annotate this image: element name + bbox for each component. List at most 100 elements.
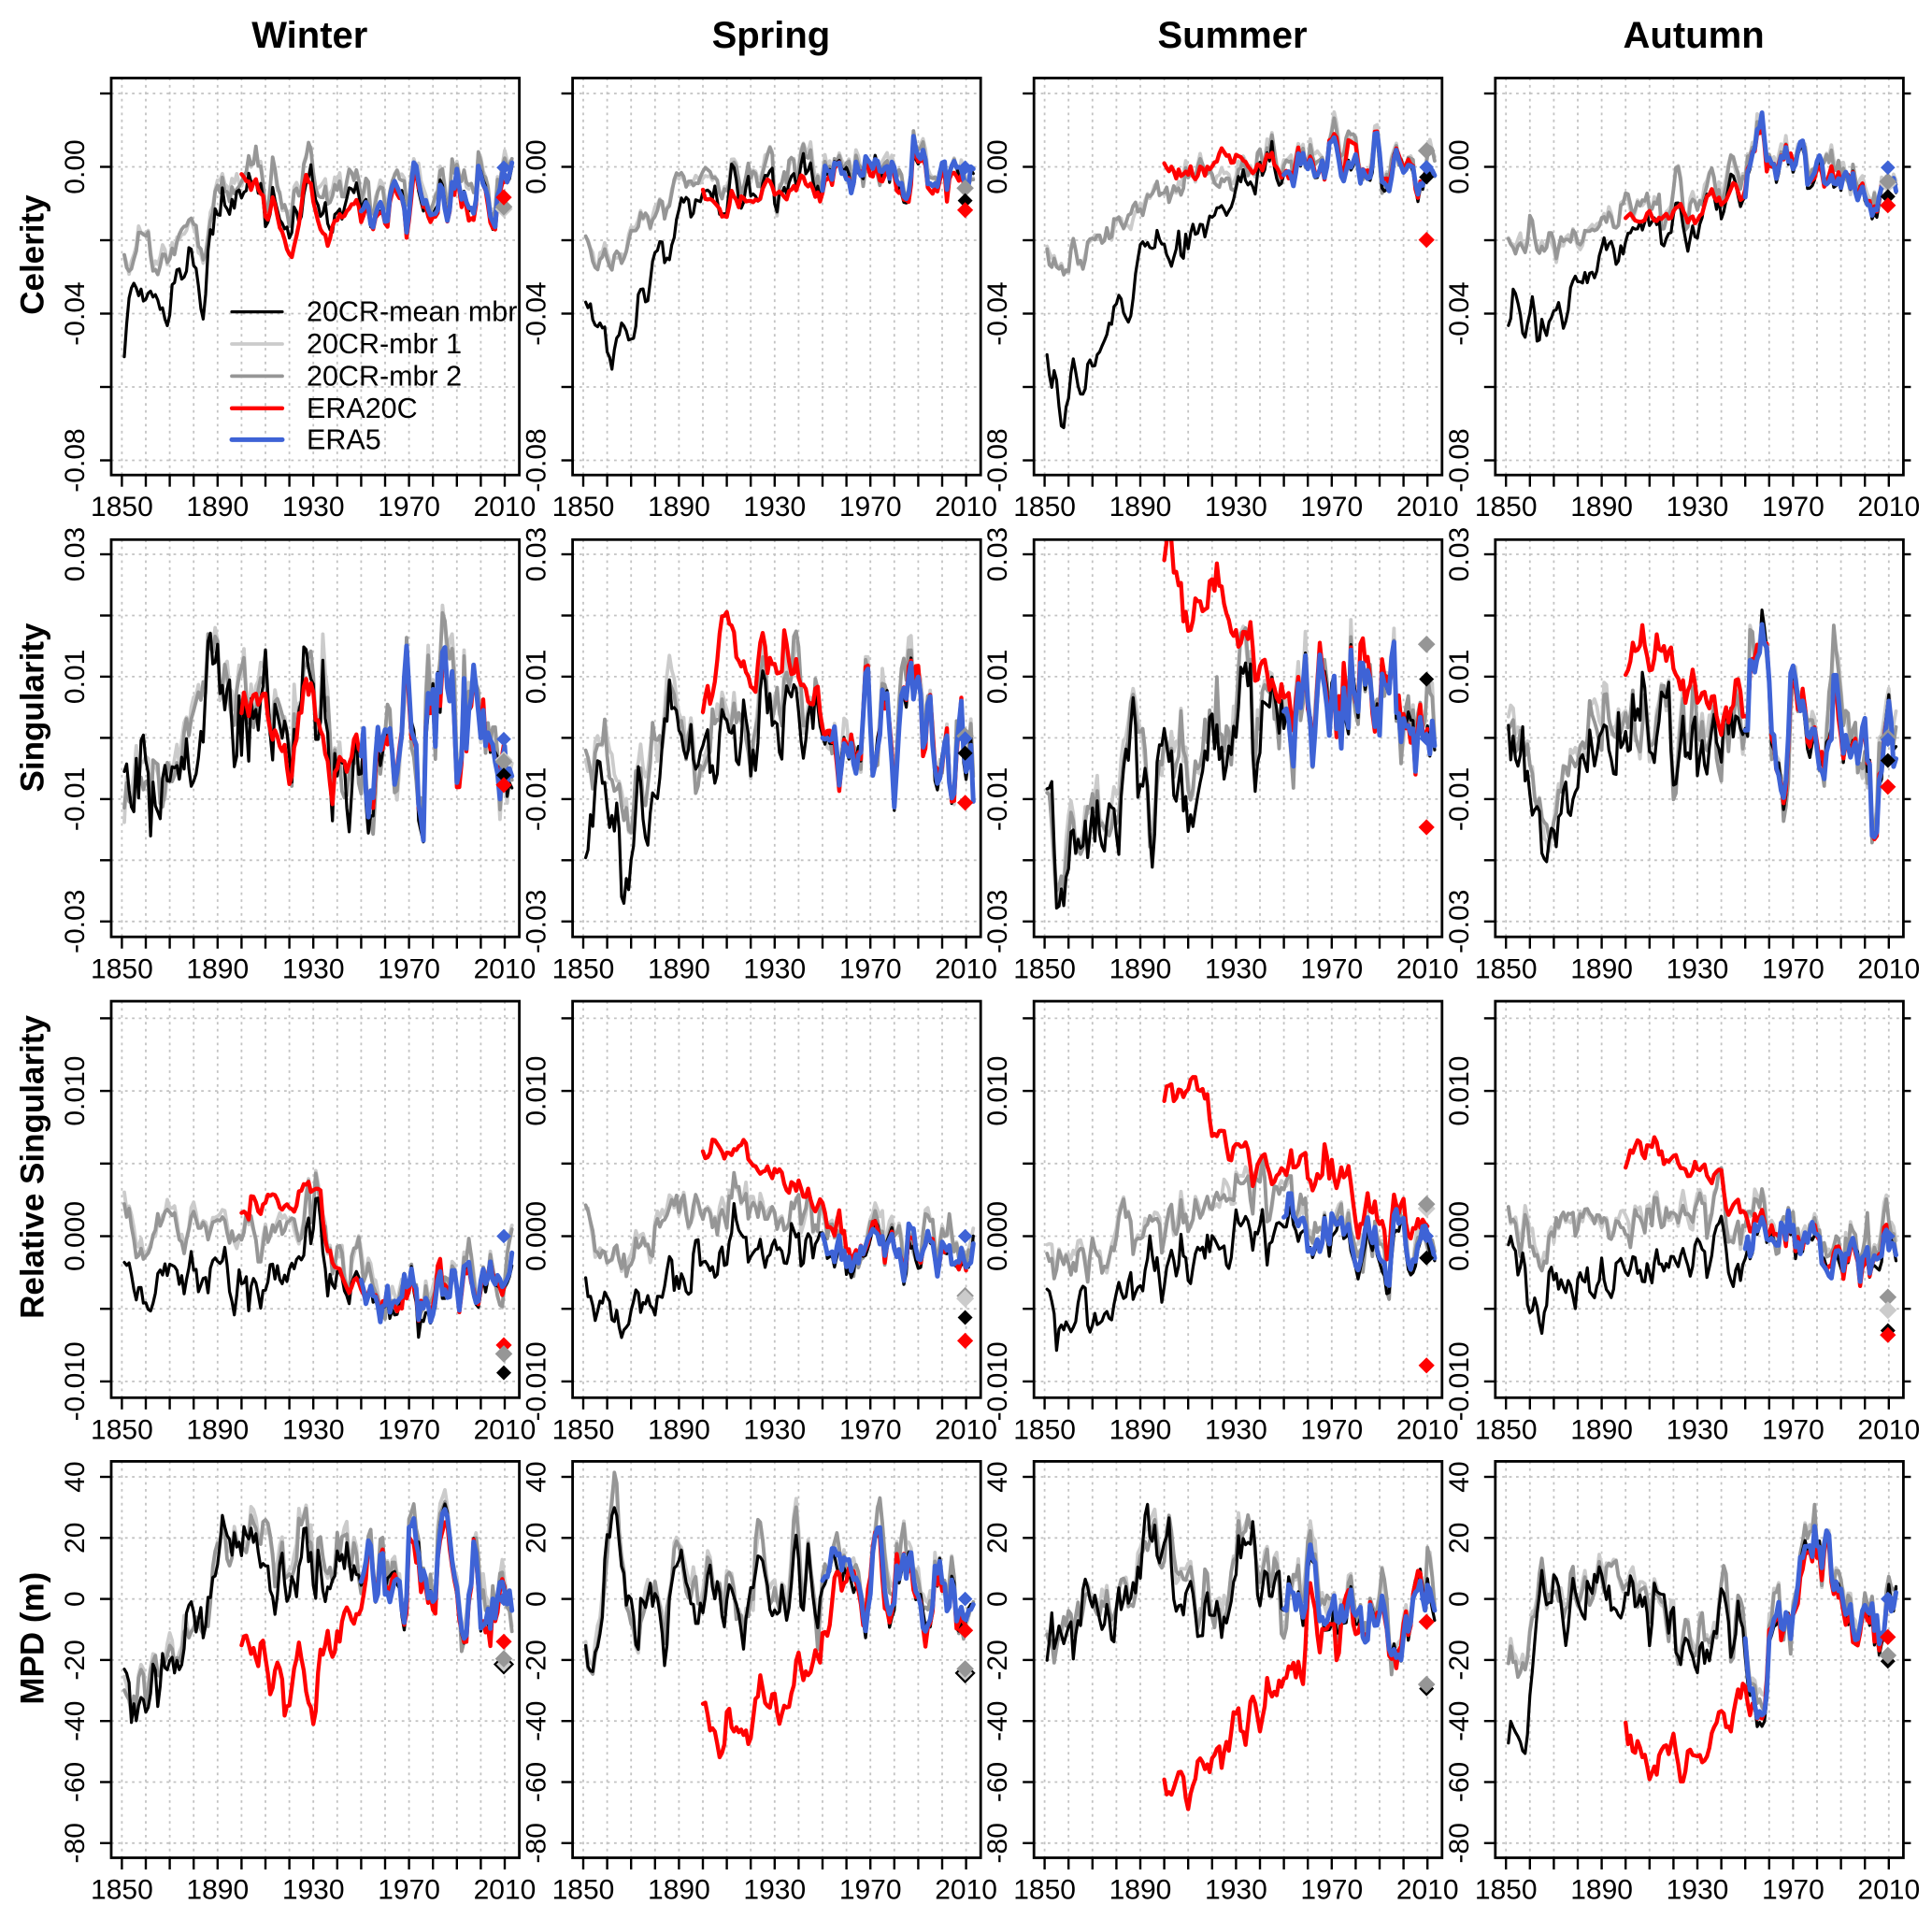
svg-text:1850: 1850 bbox=[91, 492, 153, 523]
svg-text:20CR-mbr 2: 20CR-mbr 2 bbox=[307, 360, 462, 392]
svg-text:20: 20 bbox=[60, 1523, 91, 1554]
svg-text:0.01: 0.01 bbox=[1444, 650, 1475, 704]
svg-text:2010: 2010 bbox=[935, 1875, 997, 1906]
svg-text:2010: 2010 bbox=[1857, 1875, 1920, 1906]
svg-text:-40: -40 bbox=[522, 1701, 552, 1741]
svg-text:0.03: 0.03 bbox=[982, 527, 1013, 581]
svg-text:-60: -60 bbox=[60, 1762, 91, 1802]
svg-text:1850: 1850 bbox=[1475, 1414, 1538, 1445]
svg-text:1890: 1890 bbox=[186, 1414, 249, 1445]
svg-text:-80: -80 bbox=[60, 1823, 91, 1863]
svg-text:1930: 1930 bbox=[1667, 1875, 1729, 1906]
svg-text:1930: 1930 bbox=[743, 1414, 806, 1445]
svg-text:1850: 1850 bbox=[552, 1414, 615, 1445]
svg-text:20: 20 bbox=[982, 1523, 1013, 1554]
svg-text:1970: 1970 bbox=[839, 953, 902, 984]
svg-text:20CR-mbr 1: 20CR-mbr 1 bbox=[307, 328, 462, 360]
svg-text:-0.04: -0.04 bbox=[60, 281, 91, 345]
svg-text:40: 40 bbox=[982, 1461, 1013, 1492]
svg-text:1970: 1970 bbox=[839, 1414, 902, 1445]
svg-text:-60: -60 bbox=[1444, 1762, 1475, 1802]
svg-text:1850: 1850 bbox=[1475, 1875, 1538, 1906]
svg-text:-0.010: -0.010 bbox=[522, 1341, 552, 1421]
svg-text:Winter: Winter bbox=[251, 15, 367, 56]
svg-text:1890: 1890 bbox=[1570, 953, 1633, 984]
svg-text:1890: 1890 bbox=[1570, 492, 1633, 523]
svg-text:2010: 2010 bbox=[474, 1875, 537, 1906]
svg-text:40: 40 bbox=[60, 1461, 91, 1492]
svg-text:-0.010: -0.010 bbox=[982, 1341, 1013, 1421]
svg-text:1930: 1930 bbox=[1667, 953, 1729, 984]
svg-text:-0.010: -0.010 bbox=[1444, 1341, 1475, 1421]
svg-text:-0.04: -0.04 bbox=[982, 281, 1013, 345]
svg-text:1970: 1970 bbox=[1762, 953, 1825, 984]
svg-text:0.010: 0.010 bbox=[522, 1056, 552, 1126]
svg-text:2010: 2010 bbox=[1396, 1414, 1459, 1445]
svg-text:0: 0 bbox=[982, 1591, 1013, 1607]
svg-text:1850: 1850 bbox=[552, 1875, 615, 1906]
svg-text:1890: 1890 bbox=[1109, 953, 1172, 984]
svg-text:Autumn: Autumn bbox=[1624, 15, 1765, 56]
svg-text:1930: 1930 bbox=[1205, 1875, 1267, 1906]
svg-text:0.00: 0.00 bbox=[982, 139, 1013, 193]
svg-text:20CR-mean mbr: 20CR-mean mbr bbox=[307, 296, 517, 328]
svg-text:1850: 1850 bbox=[91, 1414, 153, 1445]
svg-text:40: 40 bbox=[522, 1461, 552, 1492]
svg-text:MPD (m): MPD (m) bbox=[15, 1572, 51, 1705]
svg-text:1970: 1970 bbox=[1762, 1875, 1825, 1906]
svg-text:0: 0 bbox=[522, 1591, 552, 1607]
svg-text:1970: 1970 bbox=[1762, 492, 1825, 523]
svg-text:Spring: Spring bbox=[712, 15, 831, 56]
svg-text:2010: 2010 bbox=[474, 492, 537, 523]
svg-text:1970: 1970 bbox=[1300, 1414, 1363, 1445]
svg-text:-40: -40 bbox=[60, 1701, 91, 1741]
svg-text:0.010: 0.010 bbox=[982, 1056, 1013, 1126]
svg-text:0: 0 bbox=[1444, 1591, 1475, 1607]
svg-text:2010: 2010 bbox=[935, 492, 997, 523]
svg-text:-0.01: -0.01 bbox=[522, 767, 552, 831]
svg-text:1890: 1890 bbox=[648, 1414, 710, 1445]
svg-text:0.000: 0.000 bbox=[982, 1201, 1013, 1271]
svg-text:1930: 1930 bbox=[743, 492, 806, 523]
svg-text:-60: -60 bbox=[982, 1762, 1013, 1802]
svg-text:-40: -40 bbox=[1444, 1701, 1475, 1741]
svg-text:1850: 1850 bbox=[1013, 492, 1076, 523]
svg-text:1970: 1970 bbox=[1762, 1414, 1825, 1445]
svg-text:Summer: Summer bbox=[1157, 15, 1307, 56]
svg-text:2010: 2010 bbox=[1396, 492, 1459, 523]
svg-text:0.01: 0.01 bbox=[60, 650, 91, 704]
svg-text:1850: 1850 bbox=[552, 953, 615, 984]
svg-text:-80: -80 bbox=[522, 1823, 552, 1863]
svg-text:ERA5: ERA5 bbox=[307, 423, 381, 455]
svg-text:-0.03: -0.03 bbox=[1444, 890, 1475, 953]
svg-text:-0.03: -0.03 bbox=[982, 890, 1013, 953]
svg-text:2010: 2010 bbox=[1396, 1875, 1459, 1906]
svg-text:1850: 1850 bbox=[1475, 953, 1538, 984]
svg-text:1930: 1930 bbox=[1205, 953, 1267, 984]
svg-text:-60: -60 bbox=[522, 1762, 552, 1802]
svg-text:0.000: 0.000 bbox=[60, 1201, 91, 1271]
svg-text:Celerity: Celerity bbox=[15, 194, 51, 315]
svg-text:-0.04: -0.04 bbox=[522, 281, 552, 345]
svg-text:2010: 2010 bbox=[474, 953, 537, 984]
svg-text:-0.08: -0.08 bbox=[982, 428, 1013, 492]
svg-text:-0.01: -0.01 bbox=[60, 767, 91, 831]
svg-text:1930: 1930 bbox=[282, 953, 345, 984]
svg-text:0: 0 bbox=[60, 1591, 91, 1607]
svg-text:1970: 1970 bbox=[378, 953, 440, 984]
svg-text:1850: 1850 bbox=[91, 1875, 153, 1906]
svg-text:-0.01: -0.01 bbox=[1444, 767, 1475, 831]
svg-text:2010: 2010 bbox=[1857, 492, 1920, 523]
svg-text:1930: 1930 bbox=[282, 1414, 345, 1445]
svg-text:-40: -40 bbox=[982, 1701, 1013, 1741]
svg-text:1970: 1970 bbox=[1300, 492, 1363, 523]
svg-text:1850: 1850 bbox=[1475, 492, 1538, 523]
svg-text:1890: 1890 bbox=[186, 953, 249, 984]
svg-text:1890: 1890 bbox=[1109, 1875, 1172, 1906]
svg-text:-0.010: -0.010 bbox=[60, 1341, 91, 1421]
svg-text:1850: 1850 bbox=[91, 953, 153, 984]
svg-text:1890: 1890 bbox=[648, 1875, 710, 1906]
svg-text:1930: 1930 bbox=[1205, 492, 1267, 523]
svg-text:ERA20C: ERA20C bbox=[307, 393, 418, 424]
svg-text:0.03: 0.03 bbox=[60, 527, 91, 581]
